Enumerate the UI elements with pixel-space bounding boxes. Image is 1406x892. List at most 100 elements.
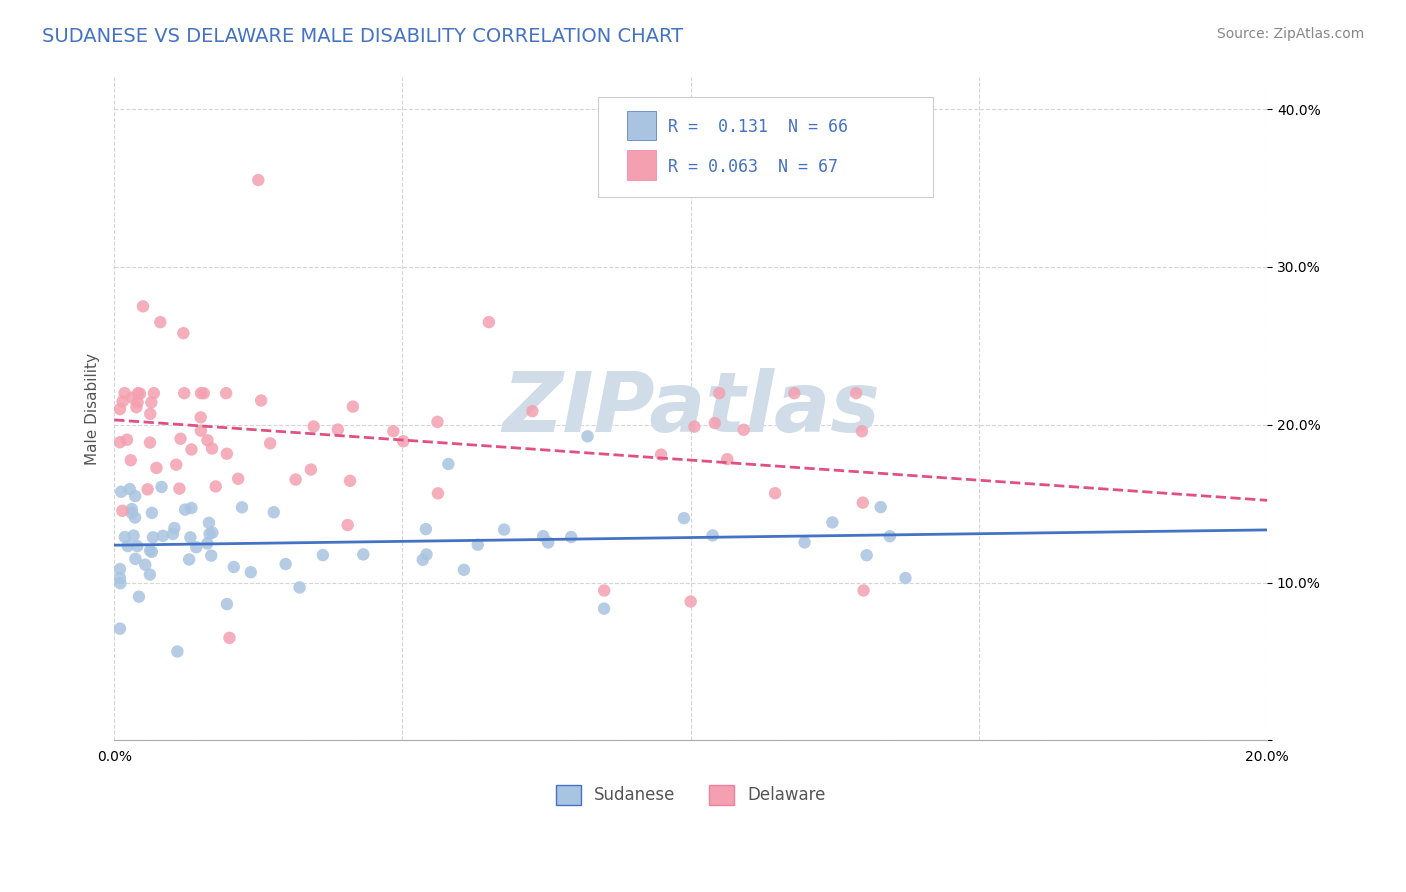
Text: Source: ZipAtlas.com: Source: ZipAtlas.com: [1216, 27, 1364, 41]
Point: [437, 457, 460, 471]
FancyBboxPatch shape: [627, 111, 657, 140]
Point: [139, 543, 162, 558]
Point: [108, 622, 131, 636]
Point: [215, 447, 238, 461]
Point: [852, 583, 875, 598]
Point: [108, 562, 131, 576]
Point: [593, 583, 616, 598]
Point: [108, 435, 131, 450]
Point: [576, 429, 599, 443]
Point: [124, 552, 146, 566]
Point: [117, 539, 139, 553]
Point: [274, 557, 297, 571]
Point: [426, 415, 449, 429]
Point: [186, 540, 208, 554]
Point: [127, 539, 149, 553]
Point: [121, 391, 143, 405]
Point: [537, 535, 560, 549]
Point: [122, 528, 145, 542]
Point: [763, 486, 786, 500]
Point: [201, 525, 224, 540]
Point: [115, 433, 138, 447]
Point: [467, 538, 489, 552]
Point: [852, 495, 875, 509]
Point: [302, 419, 325, 434]
Point: [108, 402, 131, 417]
Point: [132, 299, 155, 313]
Point: [231, 500, 253, 515]
Point: [179, 530, 201, 544]
Point: [124, 510, 146, 524]
Point: [312, 548, 335, 562]
Point: [522, 404, 544, 418]
Point: [108, 571, 131, 585]
Point: [169, 482, 191, 496]
Point: [336, 518, 359, 533]
Point: [145, 461, 167, 475]
Point: [198, 527, 221, 541]
Point: [120, 453, 142, 467]
Point: [821, 516, 844, 530]
Point: [197, 434, 219, 448]
Point: [672, 511, 695, 525]
Point: [110, 576, 132, 591]
Point: [142, 530, 165, 544]
Point: [193, 386, 215, 401]
Point: [180, 501, 202, 516]
Point: [263, 505, 285, 519]
Point: [124, 489, 146, 503]
Point: [128, 590, 150, 604]
Point: [180, 442, 202, 457]
Point: [222, 560, 245, 574]
Point: [869, 500, 891, 515]
Point: [111, 394, 134, 409]
Point: [650, 448, 672, 462]
Point: [121, 502, 143, 516]
Point: [141, 395, 163, 409]
FancyBboxPatch shape: [599, 97, 932, 197]
Text: R = 0.063  N = 67: R = 0.063 N = 67: [668, 158, 838, 176]
Point: [218, 631, 240, 645]
Point: [141, 545, 163, 559]
Point: [114, 530, 136, 544]
Point: [150, 480, 173, 494]
FancyBboxPatch shape: [627, 151, 657, 180]
Point: [163, 521, 186, 535]
Point: [139, 407, 162, 421]
Point: [426, 486, 449, 500]
Y-axis label: Male Disability: Male Disability: [86, 353, 100, 465]
Point: [111, 504, 134, 518]
Point: [152, 529, 174, 543]
Point: [166, 644, 188, 658]
Point: [259, 436, 281, 450]
Point: [195, 536, 218, 550]
Point: [415, 522, 437, 536]
Point: [793, 535, 815, 549]
Point: [127, 395, 149, 409]
Point: [127, 386, 149, 401]
Point: [494, 523, 516, 537]
Point: [172, 326, 194, 341]
Point: [134, 558, 156, 572]
Point: [702, 528, 724, 542]
Point: [142, 386, 165, 401]
Point: [201, 442, 224, 456]
Point: [129, 386, 152, 401]
Text: ZIPatlas: ZIPatlas: [502, 368, 880, 450]
Point: [342, 400, 364, 414]
Point: [149, 315, 172, 329]
Point: [139, 567, 162, 582]
Point: [851, 424, 873, 438]
Point: [250, 393, 273, 408]
Point: [190, 424, 212, 438]
Point: [339, 474, 361, 488]
Point: [299, 462, 322, 476]
Point: [845, 386, 868, 401]
Point: [679, 594, 702, 608]
Point: [412, 553, 434, 567]
Point: [855, 548, 877, 562]
Point: [783, 386, 806, 401]
Point: [204, 479, 226, 493]
Point: [226, 472, 249, 486]
Point: [173, 386, 195, 401]
